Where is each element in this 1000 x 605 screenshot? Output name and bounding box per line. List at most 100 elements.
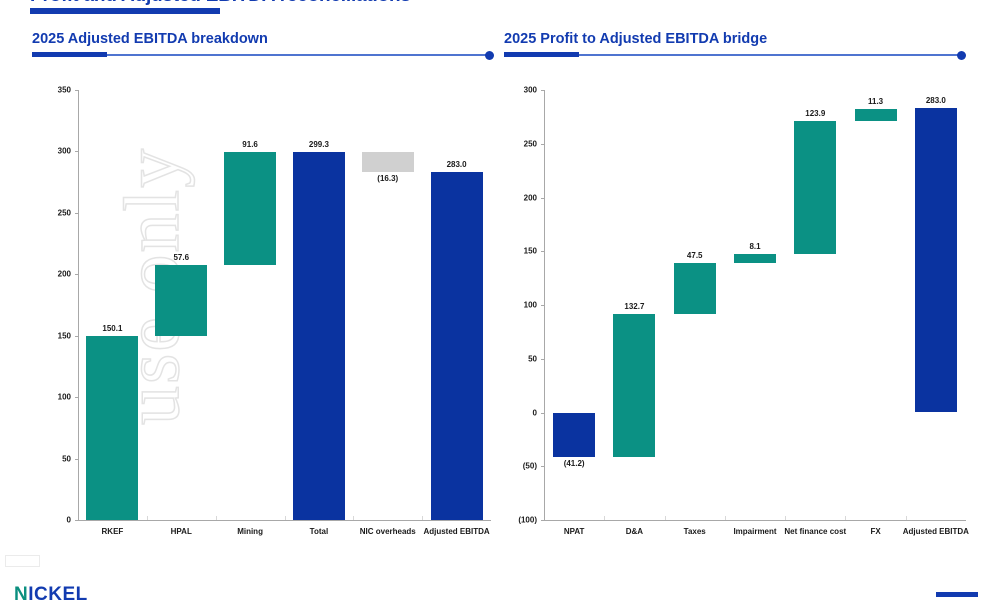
y-axis-line [544,90,545,520]
x-axis-tick-mark [215,516,217,520]
x-axis-category-label: Mining [237,527,263,536]
plot-area: (100) (50) 0 50 100 150 200 250 300 (41.2) NPAT 132… [502,78,970,558]
x-axis-tick-mark [604,516,606,520]
y-axis-tick-mark [541,251,544,253]
y-axis-tick-label: 300 [57,146,71,156]
logo-text: ICKEL [28,584,88,605]
y-axis-tick-label: 200 [57,269,71,279]
bar-value-label: 8.1 [749,242,761,252]
page-title: Profit and Adjusted EBITDA reconciliatio… [30,0,830,6]
panel-title-ebitda-bridge: 2025 Profit to Adjusted EBITDA bridge [504,31,768,47]
chart-ebitda-breakdown: 0 50 100 150 200 250 300 350 150.1 RKEF 57.6 HPAL 91… [30,78,495,558]
x-axis-category-label: Total [309,527,329,536]
title-underline [30,8,220,14]
bar-value-label: 11.3 [867,97,884,107]
y-axis-tick-label: 150 [523,246,537,256]
bar-impairment [734,254,776,264]
bar-value-label: 283.0 [446,160,467,170]
y-axis-tick-mark [541,197,544,199]
x-axis-category-label: FX [870,527,881,536]
y-axis-tick-label: 0 [532,408,537,417]
x-axis-category-label: Impairment [733,527,777,536]
bar-mining [224,152,277,265]
panel-underline-accent [32,52,107,57]
y-axis-tick-mark [541,143,544,145]
y-axis-tick-mark [541,412,544,414]
y-axis-tick-label: 250 [57,208,71,218]
bar-value-label: 91.6 [242,140,258,150]
bar-value-label: 47.5 [686,251,703,261]
x-axis-tick-mark [422,516,424,520]
y-axis-tick-label: 50 [62,454,71,464]
panel-underline-dot-icon [957,50,966,60]
y-axis-tick-label: 150 [57,331,71,341]
bar-total [292,152,345,520]
company-logo: NICKEL [14,585,88,604]
y-axis-tick-mark [75,212,78,214]
footer-accent-bar [936,592,978,597]
bar-npat [553,412,596,457]
x-axis-tick-mark [724,516,726,520]
y-axis-tick-mark [75,335,78,337]
logo-accent-letter: N [14,584,29,605]
bar-taxes [673,263,716,315]
bar-nic-overheads [361,152,414,173]
x-axis-line [78,520,491,521]
bar-value-label: 123.9 [805,109,826,119]
bar-value-label: 132.7 [624,302,645,312]
bar-value-label: 150.1 [102,323,123,333]
y-axis-tick-mark [541,466,544,468]
y-axis-tick-mark [541,90,544,91]
y-axis-tick-mark [75,458,78,460]
bar-adjusted-ebitda [430,172,483,520]
bar-value-label: (41.2) [563,458,585,468]
x-axis-category-label: NPAT [563,527,585,536]
x-axis-tick-mark [353,516,355,520]
y-axis-tick-label: 200 [523,193,537,202]
y-axis-tick-label: 0 [66,515,71,525]
x-axis-category-label: RKEF [101,527,124,536]
bar-value-label: (16.3) [377,174,399,184]
y-axis-tick-mark [75,274,78,276]
x-axis-tick-mark [664,516,666,520]
x-axis-tick-mark [284,516,286,520]
y-axis-tick-label: (100) [518,515,537,525]
x-axis-tick-mark [845,516,847,520]
x-axis-category-label: D&A [625,527,644,536]
panel-underline [504,50,966,60]
panel-title-ebitda-breakdown: 2025 Adjusted EBITDA breakdown [32,31,268,47]
panel-underline-dot-icon [485,50,494,60]
x-axis-category-label: Net finance cost [784,527,847,536]
x-axis-category-label: Adjusted EBITDA [902,527,969,536]
y-axis-tick-mark [75,151,78,153]
y-axis-tick-label: 350 [57,85,71,95]
x-axis-category-label: Taxes [683,527,706,536]
y-axis-tick-mark [541,305,544,306]
x-axis-tick-mark [785,516,787,520]
x-axis-category-label: HPAL [170,527,192,536]
y-axis-tick-label: (50) [522,461,537,471]
chart-ebitda-bridge: (100) (50) 0 50 100 150 200 250 300 (41.2) NPAT 132… [502,78,970,558]
y-axis-tick-mark [541,520,544,521]
x-axis-line [544,520,966,521]
bar-value-label: 299.3 [308,140,329,150]
y-axis-tick-label: 50 [528,354,537,364]
y-axis-line [78,90,79,520]
bar-value-label: 57.6 [173,252,190,262]
y-axis-tick-label: 300 [523,85,537,95]
bar-rkef [86,335,139,520]
y-axis-tick-mark [75,90,78,91]
bar-fx [854,109,897,122]
footer-placeholder-box [5,555,40,567]
bar-net-finance-cost [794,121,837,255]
panel-header-ebitda-breakdown: 2025 Adjusted EBITDA breakdown [32,30,494,60]
y-axis-tick-label: 250 [523,139,537,149]
bar-d-a [613,314,656,457]
y-axis-tick-label: 100 [523,300,537,310]
panel-header-ebitda-bridge: 2025 Profit to Adjusted EBITDA bridge [504,30,966,60]
x-axis-tick-mark [146,516,148,520]
x-axis-category-label: NIC overheads [359,527,416,536]
y-axis-tick-mark [75,397,78,399]
x-axis-tick-mark [905,516,907,520]
slide-title-block: Profit and Adjusted EBITDA reconciliatio… [30,0,830,14]
